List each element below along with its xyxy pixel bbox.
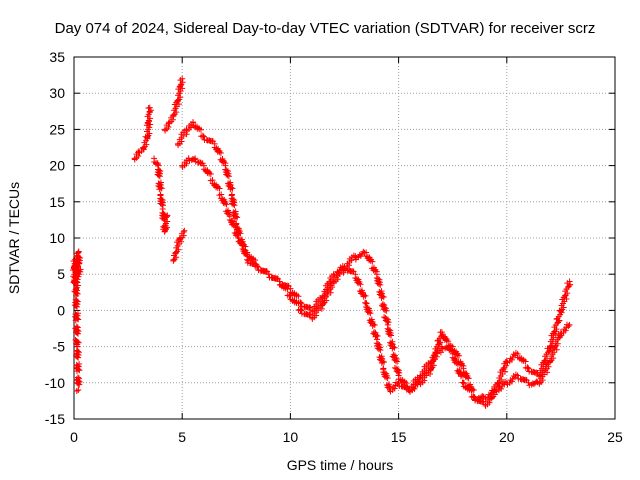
y-tick-label: -15 (45, 411, 65, 427)
y-tick-label: 30 (49, 85, 65, 101)
series-segment (161, 75, 186, 134)
y-tick-label: 25 (49, 121, 65, 137)
y-tick-label: -10 (45, 375, 65, 391)
series-segment (174, 119, 574, 409)
x-tick-label: 0 (70, 429, 78, 445)
data-markers (161, 75, 186, 134)
data-markers (174, 119, 574, 409)
x-tick-label: 15 (391, 429, 407, 445)
series-segment (151, 155, 171, 235)
x-tick-label: 20 (499, 429, 515, 445)
y-tick-label: 0 (57, 302, 65, 318)
y-axis-label: SDTVAR / TECUs (6, 182, 22, 294)
axis-ticks: 0 5 10 15 20 25 -15 -10 -5 0 5 10 15 20 25 30 35 (45, 49, 623, 445)
y-tick-label: 35 (49, 49, 65, 65)
y-tick-label: 15 (49, 194, 65, 210)
series-segment (72, 248, 84, 293)
data-points (70, 75, 574, 409)
series-segment (170, 227, 188, 264)
data-markers (131, 104, 154, 163)
data-markers (179, 155, 573, 403)
data-markers (170, 227, 188, 264)
x-tick-label: 10 (283, 429, 299, 445)
series-segment (131, 104, 154, 163)
y-tick-label: 20 (49, 158, 65, 174)
y-tick-label: 10 (49, 230, 65, 246)
grid-lines (74, 57, 615, 419)
y-tick-label: 5 (57, 266, 65, 282)
x-tick-label: 25 (607, 429, 623, 445)
x-axis-label: GPS time / hours (287, 457, 394, 473)
chart-title: Day 074 of 2024, Sidereal Day-to-day VTE… (55, 20, 596, 37)
y-tick-label: -5 (53, 339, 66, 355)
x-tick-label: 5 (178, 429, 186, 445)
data-markers (72, 248, 84, 293)
data-markers (151, 155, 171, 235)
series-segment (179, 155, 573, 403)
